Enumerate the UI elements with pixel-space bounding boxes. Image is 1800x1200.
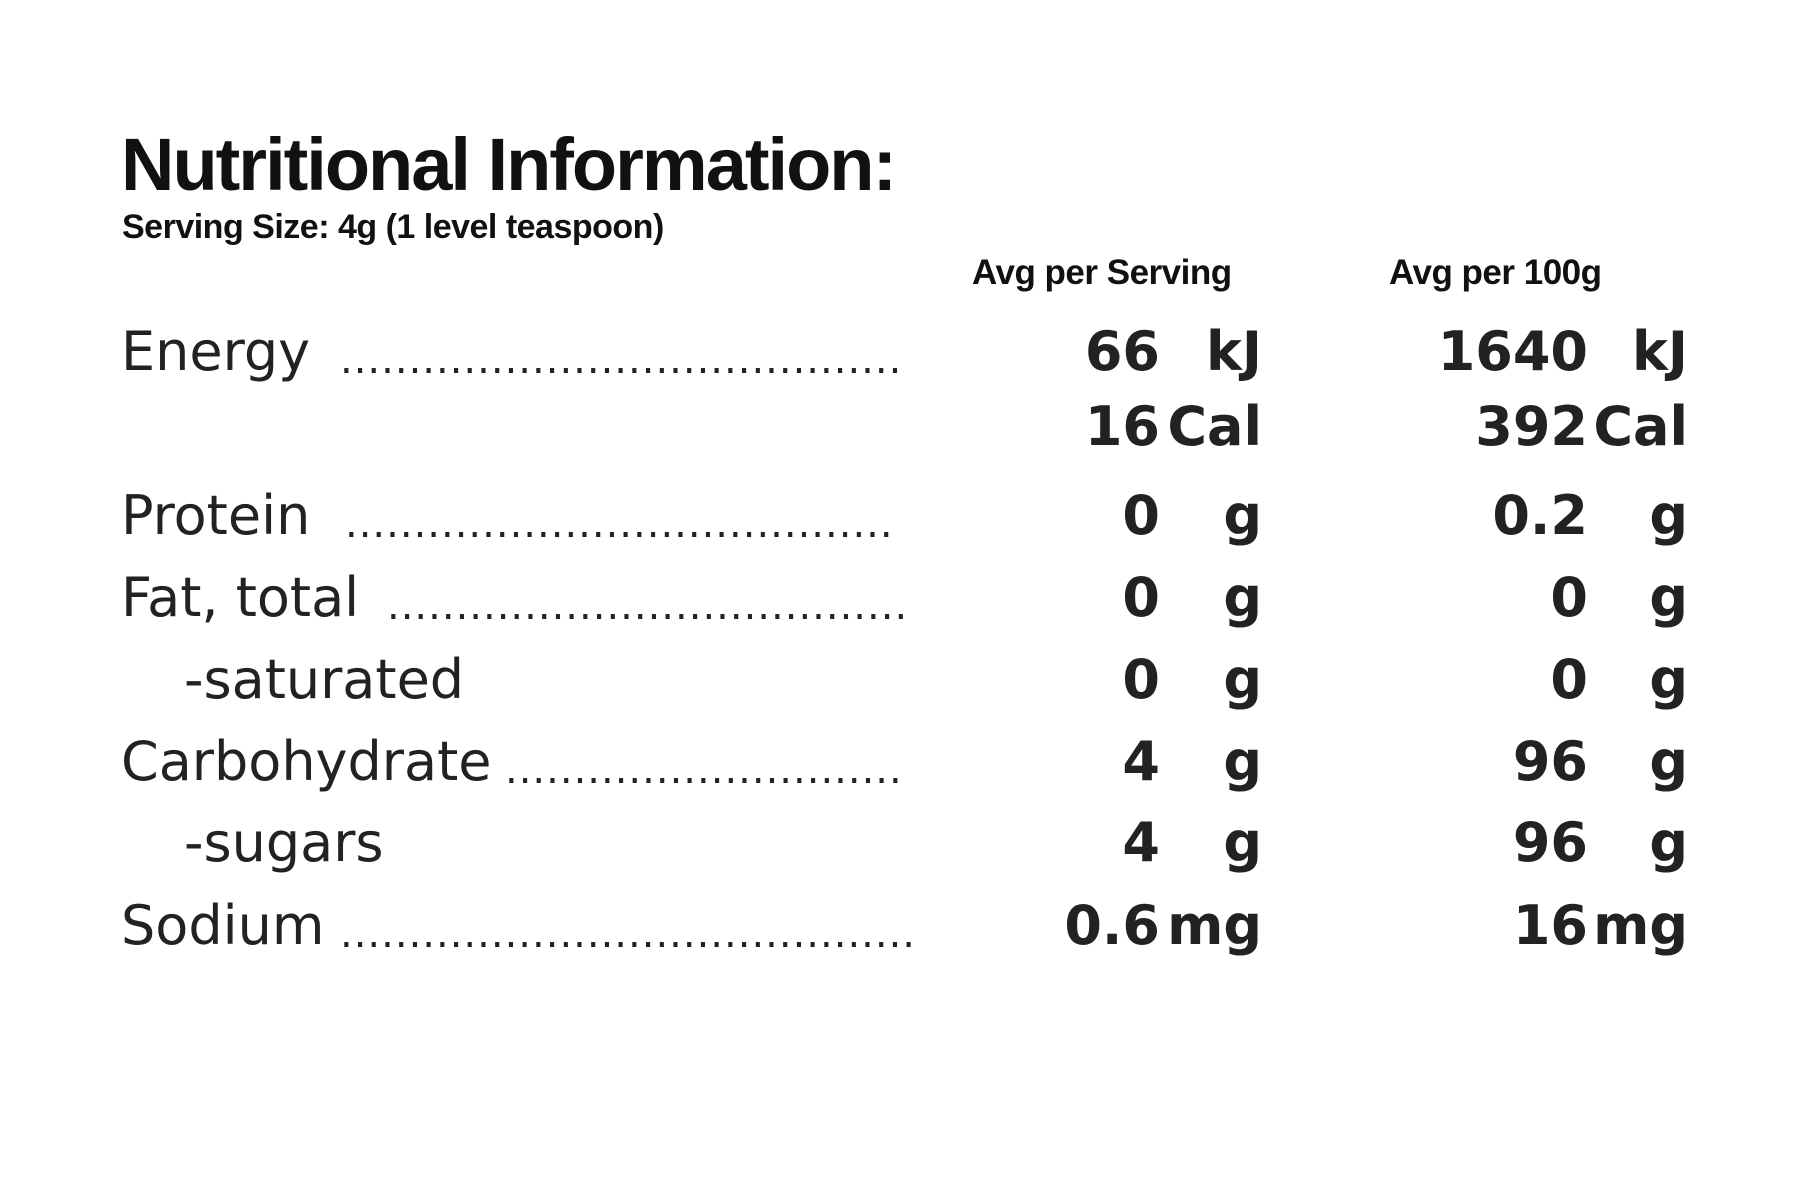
nutrient-label: Carbohydrate bbox=[121, 730, 492, 793]
per-100g-unit: g bbox=[1649, 484, 1688, 547]
nutrient-row-protein: Protein ................................… bbox=[0, 481, 1800, 551]
serving-size: Serving Size: 4g (1 level teaspoon) bbox=[122, 208, 664, 246]
per-100g-value: 96 bbox=[1512, 730, 1588, 793]
per-100g-value: 0 bbox=[1550, 648, 1588, 711]
leader-dots: ........................................… bbox=[345, 501, 893, 547]
nutrient-row-energy: Energy .................................… bbox=[0, 317, 1800, 387]
per-100g-unit: mg bbox=[1593, 894, 1688, 957]
per-serving-value: 0 bbox=[1122, 566, 1160, 629]
page-title: Nutritional Information: bbox=[121, 123, 897, 206]
nutrient-row-energy-cal: 16 Cal 392 Cal bbox=[0, 392, 1800, 462]
per-serving-value: 4 bbox=[1122, 811, 1160, 874]
nutrient-sub-label: -sugars bbox=[184, 811, 384, 874]
per-serving-unit: Cal bbox=[1167, 395, 1262, 458]
nutrient-label: Fat, total bbox=[121, 566, 360, 629]
per-100g-value: 1640 bbox=[1437, 320, 1588, 383]
leader-dots: ........................................… bbox=[340, 337, 900, 383]
per-100g-unit: Cal bbox=[1593, 395, 1688, 458]
per-100g-value: 0 bbox=[1550, 566, 1588, 629]
per-serving-unit: kJ bbox=[1205, 320, 1262, 383]
nutrient-label: Energy bbox=[121, 320, 311, 383]
per-serving-value: 0 bbox=[1122, 484, 1160, 547]
nutrient-label: Protein bbox=[121, 484, 311, 547]
leader-dots: .................................. bbox=[505, 747, 900, 793]
per-100g-unit: g bbox=[1649, 648, 1688, 711]
per-serving-unit: g bbox=[1223, 811, 1262, 874]
per-serving-value: 0 bbox=[1122, 648, 1160, 711]
per-serving-value: 4 bbox=[1122, 730, 1160, 793]
per-100g-unit: kJ bbox=[1631, 320, 1688, 383]
per-serving-unit: mg bbox=[1167, 894, 1262, 957]
per-serving-value: 0.6 bbox=[1064, 894, 1160, 957]
nutrient-row-sugars: -sugars 4 g 96 g bbox=[0, 808, 1800, 878]
per-100g-value: 392 bbox=[1475, 395, 1588, 458]
per-100g-unit: g bbox=[1649, 730, 1688, 793]
per-serving-unit: g bbox=[1223, 566, 1262, 629]
nutrient-row-saturated: -saturated 0 g 0 g bbox=[0, 645, 1800, 715]
per-serving-unit: g bbox=[1223, 648, 1262, 711]
nutrient-row-carbohydrate: Carbohydrate ...........................… bbox=[0, 727, 1800, 797]
nutrient-row-fat-total: Fat, total .............................… bbox=[0, 563, 1800, 633]
per-100g-value: 96 bbox=[1512, 811, 1588, 874]
per-serving-value: 66 bbox=[1084, 320, 1160, 383]
nutrient-sub-label: -saturated bbox=[184, 648, 465, 711]
column-header-per-serving: Avg per Serving bbox=[972, 253, 1232, 292]
per-100g-value: 0.2 bbox=[1492, 484, 1588, 547]
per-serving-value: 16 bbox=[1084, 395, 1160, 458]
per-100g-unit: g bbox=[1649, 566, 1688, 629]
leader-dots: ........................................… bbox=[387, 583, 907, 629]
column-header-per-100g: Avg per 100g bbox=[1389, 253, 1602, 292]
nutrient-label: Sodium bbox=[121, 894, 325, 957]
leader-dots: ........................................… bbox=[340, 911, 915, 957]
nutrient-row-sodium: Sodium .................................… bbox=[0, 891, 1800, 961]
per-serving-unit: g bbox=[1223, 730, 1262, 793]
per-100g-unit: g bbox=[1649, 811, 1688, 874]
per-serving-unit: g bbox=[1223, 484, 1262, 547]
per-100g-value: 16 bbox=[1512, 894, 1588, 957]
